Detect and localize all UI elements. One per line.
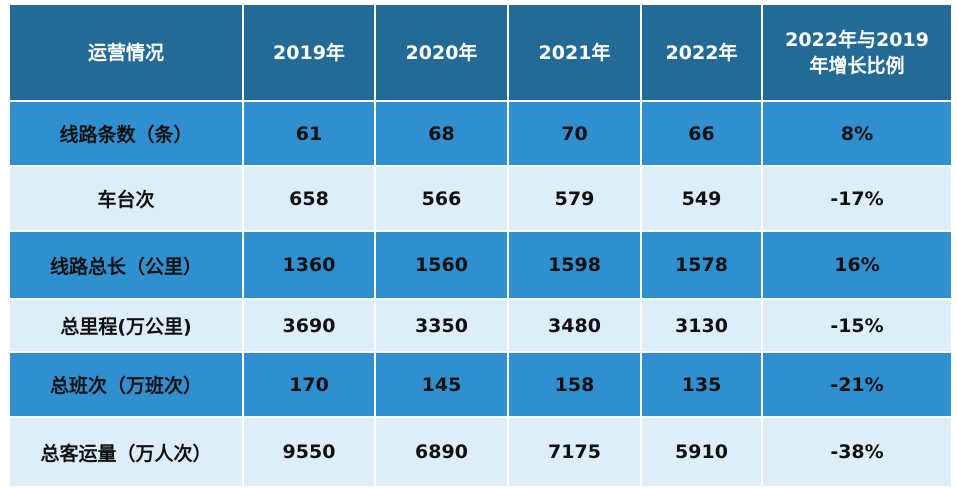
table-cell: -15% xyxy=(761,298,953,353)
header-cell-growth: 2022年与2019 年增长比例 xyxy=(761,3,953,102)
row-label: 车台次 xyxy=(8,165,244,232)
table-cell: 1578 xyxy=(640,230,763,300)
table-cell: 61 xyxy=(242,100,376,167)
table-cell: 1598 xyxy=(507,230,642,300)
table-cell: -21% xyxy=(761,351,953,418)
row-label: 总班次（万班次） xyxy=(8,351,244,418)
row-label: 总里程(万公里) xyxy=(8,298,244,353)
table-cell: 145 xyxy=(374,351,509,418)
table-cell: 158 xyxy=(507,351,642,418)
operations-table: 运营情况 2019年 2020年 2021年 2022年 2022年与2019 … xyxy=(8,3,953,488)
table-header-row: 运营情况 2019年 2020年 2021年 2022年 2022年与2019 … xyxy=(8,3,953,102)
table-cell: 3690 xyxy=(242,298,376,353)
table-cell: 658 xyxy=(242,165,376,232)
operations-table-container: 运营情况 2019年 2020年 2021年 2022年 2022年与2019 … xyxy=(8,3,953,488)
table-row: 总班次（万班次） 170 145 158 135 -21% xyxy=(8,351,953,418)
table-cell: 1560 xyxy=(374,230,509,300)
row-label: 总客运量（万人次） xyxy=(8,416,244,488)
table-cell: 70 xyxy=(507,100,642,167)
table-cell: 16% xyxy=(761,230,953,300)
table-cell: 579 xyxy=(507,165,642,232)
table-cell: 68 xyxy=(374,100,509,167)
header-cell-2019: 2019年 xyxy=(242,3,376,102)
header-cell-2021: 2021年 xyxy=(507,3,642,102)
table-cell: 1360 xyxy=(242,230,376,300)
table-cell: 9550 xyxy=(242,416,376,488)
table-cell: 566 xyxy=(374,165,509,232)
table-cell: -17% xyxy=(761,165,953,232)
table-cell: 549 xyxy=(640,165,763,232)
table-cell: 170 xyxy=(242,351,376,418)
header-cell-2022: 2022年 xyxy=(640,3,763,102)
table-row: 线路条数（条） 61 68 70 66 8% xyxy=(8,100,953,167)
table-row: 总客运量（万人次） 9550 6890 7175 5910 -38% xyxy=(8,416,953,488)
table-cell: -38% xyxy=(761,416,953,488)
table-cell: 135 xyxy=(640,351,763,418)
table-row: 车台次 658 566 579 549 -17% xyxy=(8,165,953,232)
header-cell-category: 运营情况 xyxy=(8,3,244,102)
row-label: 线路总长（公里） xyxy=(8,230,244,300)
table-cell: 3480 xyxy=(507,298,642,353)
table-cell: 6890 xyxy=(374,416,509,488)
table-cell: 3350 xyxy=(374,298,509,353)
table-cell: 66 xyxy=(640,100,763,167)
table-row: 线路总长（公里） 1360 1560 1598 1578 16% xyxy=(8,230,953,300)
table-cell: 5910 xyxy=(640,416,763,488)
table-cell: 7175 xyxy=(507,416,642,488)
row-label: 线路条数（条） xyxy=(8,100,244,167)
header-cell-2020: 2020年 xyxy=(374,3,509,102)
table-cell: 8% xyxy=(761,100,953,167)
table-cell: 3130 xyxy=(640,298,763,353)
table-row: 总里程(万公里) 3690 3350 3480 3130 -15% xyxy=(8,298,953,353)
